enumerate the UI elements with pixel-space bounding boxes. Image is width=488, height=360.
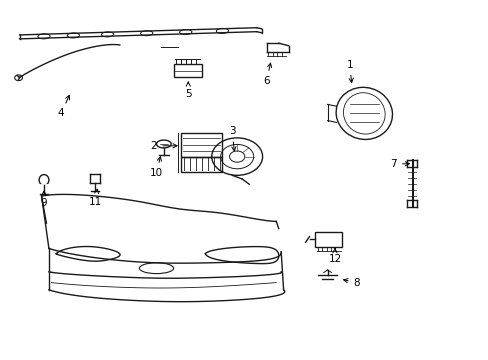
Text: 9: 9 (41, 191, 47, 208)
Text: 10: 10 (150, 157, 163, 178)
Text: 8: 8 (343, 278, 360, 288)
Text: 5: 5 (184, 82, 191, 99)
Text: 3: 3 (228, 126, 236, 151)
Text: 6: 6 (263, 63, 271, 86)
Text: 2: 2 (150, 141, 177, 151)
Text: 1: 1 (346, 60, 352, 82)
Text: 4: 4 (58, 95, 69, 118)
Bar (181, 157, 222, 172)
Text: 7: 7 (389, 159, 408, 169)
Bar (181, 133, 222, 157)
Bar (173, 64, 202, 77)
Bar (315, 232, 342, 247)
Text: 11: 11 (88, 189, 102, 207)
Text: 12: 12 (327, 248, 341, 264)
